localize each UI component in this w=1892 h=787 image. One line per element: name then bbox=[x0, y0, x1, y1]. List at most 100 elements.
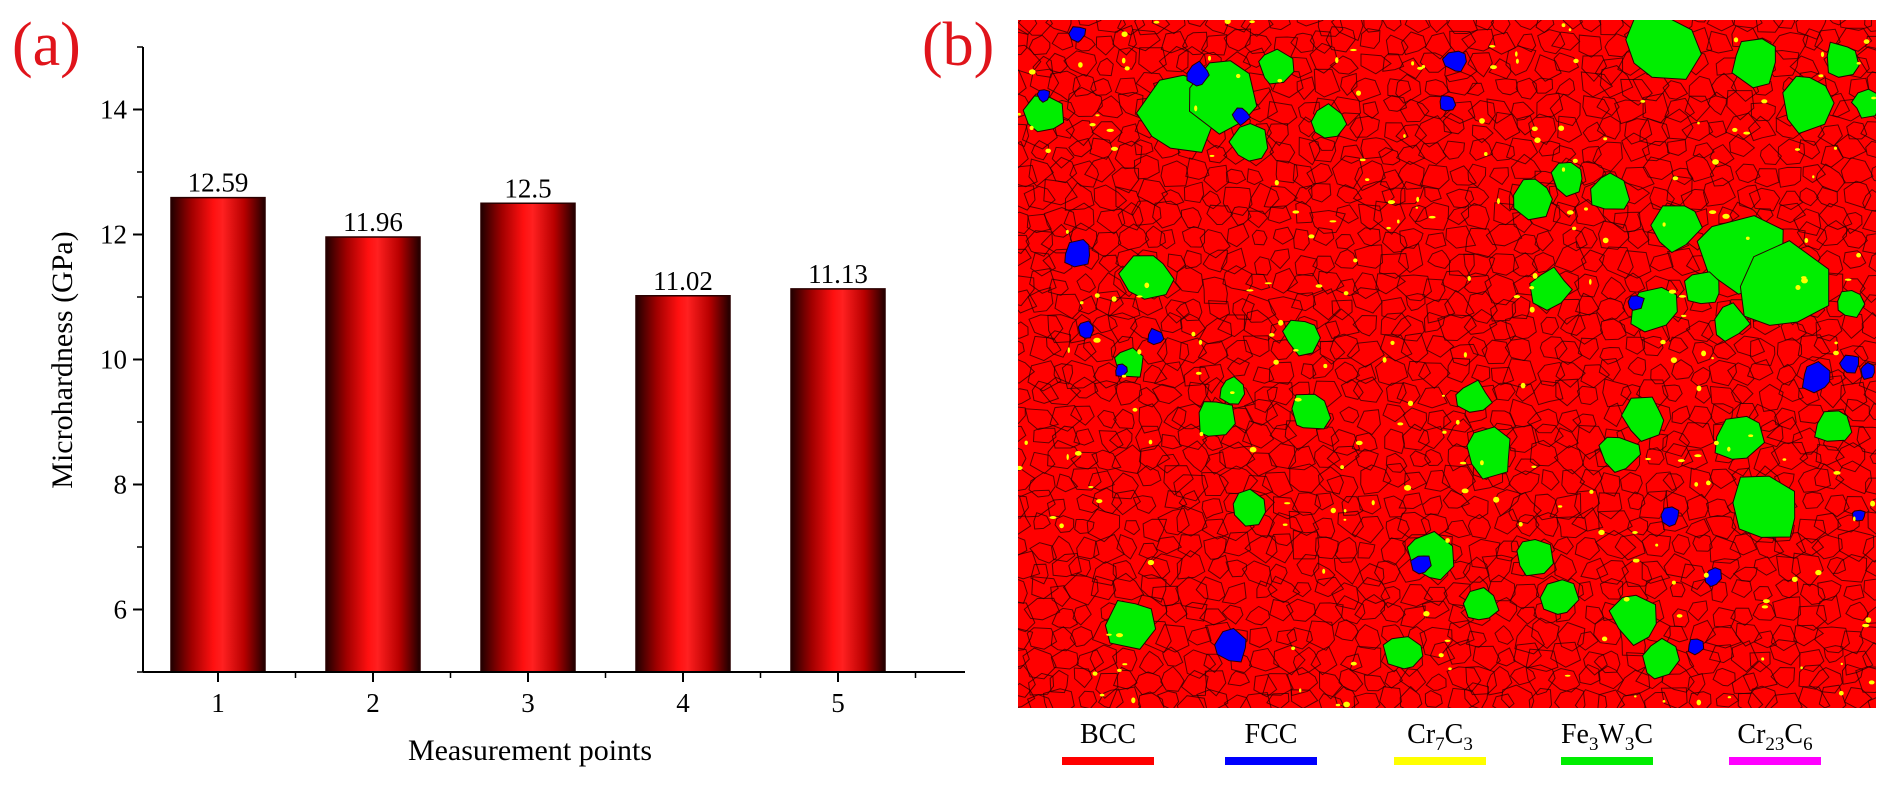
carbide-particle bbox=[1732, 475, 1796, 538]
small-carbide bbox=[1246, 289, 1254, 292]
carbide-particle bbox=[1837, 289, 1866, 319]
small-carbide bbox=[1421, 65, 1426, 69]
carbide-particle bbox=[1282, 319, 1321, 357]
small-carbide bbox=[1791, 576, 1798, 582]
small-carbide bbox=[1833, 471, 1841, 475]
small-carbide bbox=[1106, 128, 1114, 132]
x-tick-label-4: 4 bbox=[676, 688, 690, 718]
bar-5 bbox=[790, 288, 886, 673]
legend-label-5: Cr23​C6​ bbox=[1737, 719, 1812, 755]
carbide-particle bbox=[1104, 599, 1157, 650]
bar-value-label-3: 12.5 bbox=[504, 173, 551, 203]
panel-label-a: (a) bbox=[12, 11, 81, 79]
fcc-region bbox=[1687, 638, 1705, 656]
fcc-region bbox=[1147, 327, 1165, 346]
bar-value-label-4: 11.02 bbox=[653, 266, 713, 296]
small-carbide bbox=[1557, 505, 1563, 508]
small-carbide bbox=[1696, 699, 1702, 706]
small-carbide bbox=[1868, 680, 1875, 685]
x-tick-label-1: 1 bbox=[211, 688, 225, 718]
small-carbide bbox=[1520, 382, 1526, 389]
small-carbide bbox=[1603, 137, 1608, 141]
carbide-particle bbox=[1232, 488, 1267, 527]
bar-3 bbox=[480, 202, 576, 673]
carbide-particle bbox=[1228, 122, 1269, 162]
x-tick-label-5: 5 bbox=[831, 688, 845, 718]
bar-2 bbox=[325, 236, 421, 673]
small-carbide bbox=[1513, 295, 1521, 299]
small-carbide bbox=[1589, 489, 1594, 494]
small-carbide bbox=[1672, 176, 1679, 181]
bar-value-label-2: 11.96 bbox=[343, 207, 403, 237]
carbide-particle bbox=[1814, 410, 1853, 442]
carbide-particle bbox=[1550, 161, 1583, 198]
carbide-particle bbox=[1462, 587, 1500, 621]
small-carbide bbox=[1199, 431, 1204, 437]
small-carbide bbox=[1871, 96, 1876, 100]
fcc-region bbox=[1860, 361, 1875, 380]
small-carbide bbox=[1444, 639, 1451, 642]
small-carbide bbox=[1274, 180, 1279, 186]
small-carbide bbox=[1794, 148, 1801, 151]
small-carbide bbox=[1694, 454, 1702, 458]
fcc-region bbox=[1851, 509, 1866, 522]
fcc-region bbox=[1627, 295, 1645, 311]
small-carbide bbox=[1442, 430, 1447, 434]
carbide-particle bbox=[1455, 379, 1493, 413]
small-carbide bbox=[1870, 500, 1876, 507]
phase-map-image bbox=[1018, 20, 1876, 708]
small-carbide bbox=[1116, 633, 1123, 638]
small-carbide bbox=[1531, 126, 1538, 132]
small-carbide bbox=[1278, 319, 1284, 326]
small-carbide bbox=[1124, 66, 1130, 71]
carbide-particle bbox=[1118, 255, 1175, 300]
small-carbide bbox=[1024, 440, 1028, 445]
carbide-particle bbox=[1650, 205, 1703, 254]
small-carbide bbox=[1748, 434, 1754, 438]
bar-value-label-1: 12.59 bbox=[188, 168, 249, 198]
small-carbide bbox=[1340, 465, 1344, 470]
small-carbide bbox=[1329, 220, 1337, 223]
carbide-particle bbox=[1539, 579, 1580, 615]
small-carbide bbox=[1343, 291, 1349, 296]
legend-label-4: Fe3​W3​C bbox=[1561, 719, 1653, 755]
fcc-region bbox=[1068, 26, 1087, 43]
small-carbide bbox=[1529, 306, 1535, 313]
carbide-particle bbox=[1310, 103, 1348, 139]
small-carbide bbox=[1634, 695, 1637, 698]
small-carbide bbox=[1111, 296, 1117, 302]
small-carbide bbox=[1094, 293, 1100, 298]
small-carbide bbox=[1706, 480, 1711, 486]
small-carbide bbox=[1696, 385, 1702, 392]
small-carbide bbox=[1833, 146, 1838, 150]
fcc-region bbox=[1214, 627, 1247, 663]
small-carbide bbox=[1417, 66, 1424, 70]
small-carbide bbox=[1277, 78, 1283, 83]
small-carbide bbox=[1284, 502, 1291, 505]
small-carbide bbox=[1568, 28, 1572, 32]
small-carbide bbox=[1416, 196, 1420, 203]
small-carbide bbox=[1153, 20, 1160, 24]
legend-swatch-2 bbox=[1225, 757, 1317, 765]
small-carbide bbox=[1029, 125, 1034, 131]
carbide-particle bbox=[1529, 266, 1573, 311]
small-carbide bbox=[1834, 341, 1838, 345]
carbide-particle bbox=[1590, 172, 1631, 210]
small-carbide bbox=[1294, 397, 1302, 402]
small-carbide bbox=[1323, 363, 1328, 369]
small-carbide bbox=[1093, 337, 1101, 343]
small-carbide bbox=[1677, 459, 1685, 463]
small-carbide bbox=[1230, 391, 1235, 394]
small-carbide bbox=[1865, 617, 1872, 623]
small-carbide bbox=[1131, 697, 1136, 704]
bar-1 bbox=[170, 196, 266, 673]
small-carbide bbox=[1387, 200, 1395, 205]
small-carbide bbox=[1467, 276, 1471, 281]
small-carbide bbox=[1623, 597, 1630, 602]
small-carbide bbox=[1121, 374, 1127, 378]
phase-legend: BCC FCC Cr7​C3​ Fe3​W3​C Cr23​C6​ bbox=[1062, 719, 1821, 765]
small-carbide bbox=[1480, 460, 1484, 466]
small-carbide bbox=[1208, 55, 1211, 61]
legend-swatch-1 bbox=[1062, 757, 1154, 765]
small-carbide bbox=[1601, 636, 1608, 642]
